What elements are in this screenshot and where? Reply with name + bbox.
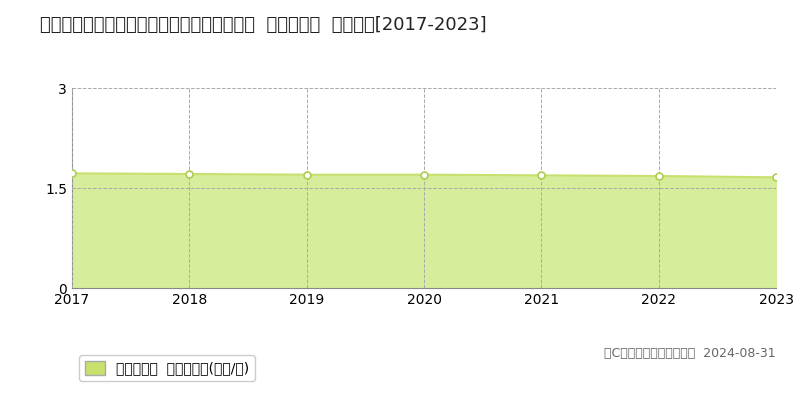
Point [770,174,782,180]
Point [183,171,196,177]
Text: （C）土地価格ドットコム  2024-08-31: （C）土地価格ドットコム 2024-08-31 [604,347,776,360]
Legend: 基準地価格  平均坪単価(万円/坪): 基準地価格 平均坪単価(万円/坪) [79,355,255,381]
Point [535,172,548,178]
Text: 鳥取県西伯郡伯耆町大原字ウトロ５７９番１  基準地価格  地価推移[2017-2023]: 鳥取県西伯郡伯耆町大原字ウトロ５７９番１ 基準地価格 地価推移[2017-202… [40,16,486,34]
Point [418,172,430,178]
Point [300,172,313,178]
Point [66,170,78,176]
Point [652,173,665,179]
